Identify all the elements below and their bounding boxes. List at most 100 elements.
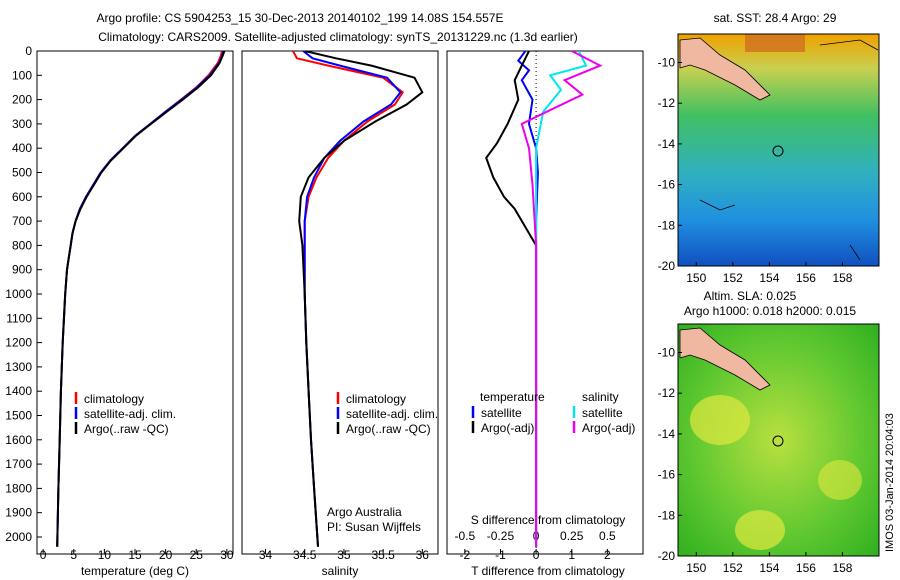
map-lon-label: 156 xyxy=(796,561,816,575)
salinity-legend: climatology satellite-adj. clim. Argo(..… xyxy=(336,392,438,436)
depth-tick-label: 1600 xyxy=(5,433,32,447)
sla-map-yellow-blob-2 xyxy=(735,510,785,550)
depth-tick-label: 1200 xyxy=(5,336,32,350)
temperature-xlabel: temperature (deg C) xyxy=(81,564,189,578)
series-line-argo-raw-qc- xyxy=(56,51,226,547)
temperature-legend: climatology satellite-adj. clim. Argo(..… xyxy=(74,392,176,436)
sla-map-yellow-blob-1 xyxy=(690,395,750,445)
sst-map-argo-marker xyxy=(772,145,784,157)
map-lat-label: -18 xyxy=(658,218,676,232)
map-lat-label: -12 xyxy=(658,386,676,400)
x-tick-label: 36 xyxy=(416,548,430,562)
map-lat-label: -10 xyxy=(658,345,676,359)
sst-map-panel: sat. SST: 28.4 Argo: 29 150 152 154 156 158 -… xyxy=(658,11,880,285)
series-line-salinity-argo-adj- xyxy=(520,51,603,547)
depth-tick-label: 700 xyxy=(12,214,32,228)
map-lon-label: 152 xyxy=(723,271,743,285)
difference-series xyxy=(485,51,603,554)
annotation-pi: PI: Susan Wijffels xyxy=(327,520,421,534)
salinity-axes-frame xyxy=(241,50,439,555)
x-tick-label: 5 xyxy=(70,548,77,562)
legend-title-temperature: temperature xyxy=(480,390,545,404)
depth-tick-label: 1800 xyxy=(5,481,32,495)
depth-tick-label: 1000 xyxy=(5,287,32,301)
sla-map-frame xyxy=(677,323,880,557)
map-lat-label: -16 xyxy=(658,468,676,482)
map-lat-label: -14 xyxy=(658,427,676,441)
temperature-axes-frame xyxy=(36,50,234,555)
depth-tick-labels: 0 100 200 300 400 500 600 700 800 900 1000 1100 1200… xyxy=(5,44,452,544)
difference-axes-frame xyxy=(446,50,644,555)
top-tick-label: -0.25 xyxy=(487,529,515,543)
map-lon-label: 152 xyxy=(723,561,743,575)
map-lat-label: -12 xyxy=(658,96,676,110)
sst-map-land xyxy=(679,37,771,101)
depth-tick-label: 1900 xyxy=(5,506,32,520)
depth-tick-label: 2000 xyxy=(5,530,32,544)
x-tick-label: 34.5 xyxy=(293,548,317,562)
map-lon-label: 154 xyxy=(759,271,779,285)
salinity-xlabel: salinity xyxy=(322,564,359,578)
salinity-series xyxy=(292,51,424,547)
legend-title-salinity: salinity xyxy=(582,390,619,404)
sla-map-subtitle: Argo h1000: 0.018 h2000: 0.015 xyxy=(684,304,856,318)
map-lat-label: -16 xyxy=(658,178,676,192)
x-tick-label: 20 xyxy=(159,548,173,562)
x-tick-label: 25 xyxy=(190,548,204,562)
sla-map-yellow-blob-3 xyxy=(818,460,862,500)
depth-tick-label: 1700 xyxy=(5,457,32,471)
temperature-panel: 0100200300400500600700800900100011001200… xyxy=(5,44,452,578)
sla-map-land xyxy=(679,327,771,391)
depth-tick-label: 900 xyxy=(12,263,32,277)
depth-tick-label: 500 xyxy=(12,165,32,179)
temperature-tick-labels: 0 5 10 15 20 25 30 xyxy=(40,548,234,562)
difference-xlabel-bottom: T difference from climatology xyxy=(471,564,625,578)
top-tick-label: -0.5 xyxy=(454,529,475,543)
depth-tick-label: 1300 xyxy=(5,360,32,374)
depth-tick-label: 1500 xyxy=(5,408,32,422)
map-lat-label: -10 xyxy=(658,55,676,69)
x-tick-label: 15 xyxy=(128,548,142,562)
difference-xlabel-top: S difference from climatology xyxy=(471,513,626,527)
side-timestamp: IMOS 03-Jan-2014 20:04:03 xyxy=(884,413,896,552)
map-lon-label: 150 xyxy=(686,271,706,285)
legend-label-temp-satellite: satellite xyxy=(481,406,522,420)
legend-label-temp-argo: Argo(-adj) xyxy=(481,421,534,435)
difference-legend: temperature satellite Argo(-adj) salinit… xyxy=(471,390,635,435)
x-tick-label: 0 xyxy=(40,548,47,562)
depth-tick-label: 300 xyxy=(12,117,32,131)
top-tick-label: 0.5 xyxy=(599,529,616,543)
depth-tick-label: 1100 xyxy=(6,311,32,325)
x-tick-label: 34 xyxy=(259,548,273,562)
map-lon-label: 150 xyxy=(686,561,706,575)
map-lon-label: 156 xyxy=(796,271,816,285)
series-line-argo-raw-qc- xyxy=(298,51,424,547)
x-tick-label: 35.5 xyxy=(371,548,395,562)
sst-map-coastline xyxy=(699,39,879,261)
legend-label-satellite: satellite-adj. clim. xyxy=(84,407,176,421)
sst-map-warm-patch xyxy=(745,34,805,52)
salinity-tick-labels: 34 34.5 35 35.5 36 xyxy=(259,548,429,562)
top-tick-label: 0.25 xyxy=(560,529,584,543)
map-lat-label: -20 xyxy=(658,549,676,563)
legend-label-argo: Argo(..raw -QC) xyxy=(84,422,169,436)
depth-tick-label: 0 xyxy=(25,44,32,58)
map-lon-label: 158 xyxy=(832,561,852,575)
map-lon-label: 154 xyxy=(759,561,779,575)
sst-map-title: sat. SST: 28.4 Argo: 29 xyxy=(714,11,837,25)
sla-map-panel: Altim. SLA: 0.025 Argo h1000: 0.018 h200… xyxy=(658,289,880,575)
legend-label-climatology: climatology xyxy=(346,392,406,406)
depth-tick-label: 100 xyxy=(12,68,32,82)
map-lat-label: -20 xyxy=(658,259,676,273)
x-tick-label: 0 xyxy=(533,548,540,562)
map-lat-label: -18 xyxy=(658,508,676,522)
sst-map-frame xyxy=(677,33,880,267)
depth-tick-label: 200 xyxy=(12,93,32,107)
sla-map-tick-labels: 150 152 154 156 158 -10 -12 -14 -16 -18 -20 xyxy=(658,345,853,575)
x-tick-label: 30 xyxy=(220,548,234,562)
annotation-argo-australia: Argo Australia xyxy=(327,505,402,519)
map-lon-label: 158 xyxy=(832,271,852,285)
legend-label-satellite: satellite-adj. clim. xyxy=(346,407,438,421)
title-line-1: Argo profile: CS 5904253_15 30-Dec-2013 … xyxy=(97,11,504,25)
sla-map-title: Altim. SLA: 0.025 xyxy=(704,289,797,303)
